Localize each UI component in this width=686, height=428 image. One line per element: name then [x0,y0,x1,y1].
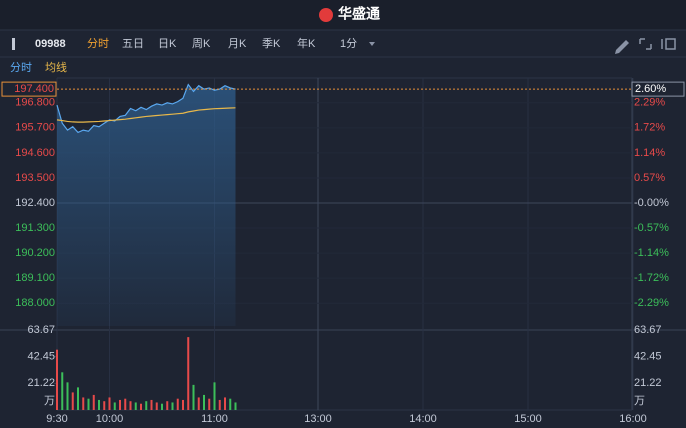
volume-bar [234,402,237,410]
average-line [56,107,236,123]
volume-bar [187,337,190,410]
y-tick-label: 190.200 [15,247,55,259]
last-price-box [1,81,57,97]
y2-tick-label: 21.22 [634,377,662,389]
volume-bar [87,398,90,410]
y2-tick-label: -0.00% [634,197,669,209]
y-tick-label: 194.600 [15,147,55,159]
volume-bar [213,382,216,410]
indicator-label[interactable]: 均线 [45,60,67,74]
y-tick-label: 188.000 [15,297,55,309]
y2-tick-label: 63.67 [634,324,662,336]
last-change-box [631,81,685,97]
logo-icon [319,8,333,22]
volume-bar [161,403,163,410]
y-tick-label: 192.400 [15,197,55,209]
volume-bar [82,397,85,410]
volume-bar [56,349,58,410]
dropdown-arrow [369,42,375,46]
x-tick-label: 10:00 [96,413,124,425]
volume-bar [98,399,100,410]
volume-bar [71,392,74,410]
y-tick-label: 42.45 [27,351,55,363]
unit-label: 万 [634,395,645,407]
y2-tick-label: 1.72% [634,122,665,134]
volume-bar [108,397,111,410]
volume-bar [92,394,95,410]
price-area [57,84,236,326]
volume-bar [229,398,232,410]
volume-bar [119,399,121,410]
y2-tick-label: 0.57% [634,172,665,184]
tab[interactable]: 五日 [122,38,144,50]
volume-bar [176,398,179,410]
volume-bar [224,397,226,410]
volume-bar [155,402,158,410]
volume-bar [140,403,142,410]
tab[interactable]: 季K [262,37,281,50]
volume-bar [145,401,148,410]
y-tick-label: 63.67 [27,324,55,336]
interval-select[interactable]: 1分 [340,37,357,50]
y-tick-label: 195.700 [15,122,55,134]
x-tick-label: 16:00 [619,413,647,425]
volume-bar [129,401,132,410]
volume-bar [124,398,127,410]
volume-bar [77,387,79,410]
volume-bar [134,402,137,410]
volume-bar [218,399,221,410]
tab[interactable]: 日K [158,38,177,50]
header-bar [0,0,686,30]
x-tick-label: 15:00 [514,413,542,425]
y2-tick-label: 42.45 [634,351,662,363]
indicator-label[interactable]: 分时 [10,61,32,74]
volume-bar [203,394,205,410]
y2-tick-label: -0.57% [634,222,669,234]
x-tick-label: 11:00 [201,413,228,425]
y-tick-label: 21.22 [27,377,55,389]
tab[interactable]: 月K [228,38,247,50]
tab[interactable]: 分时 [87,37,109,50]
y-tick-label: 193.500 [15,172,55,184]
volume-bar [171,402,174,410]
volume-bar [61,372,64,410]
draw-icon[interactable] [615,40,629,54]
tab[interactable]: 周K [192,37,211,50]
volume-bar [103,401,106,410]
x-tick-label: 9:30 [46,413,67,425]
volume-bar [192,384,195,410]
volume-bar [150,399,153,410]
last-price-label: 197.400 [14,83,54,95]
layout-icon[interactable] [661,38,676,50]
x-tick-label: 14:00 [409,413,437,425]
y2-tick-label: -1.72% [634,272,669,284]
volume-bar [166,401,169,410]
fit-icon[interactable] [639,38,652,50]
volume-bar [197,397,200,410]
y2-tick-label: -2.29% [634,297,669,309]
y2-tick-label: 2.29% [634,97,665,109]
y2-tick-label: 1.14% [634,147,665,159]
volume-bar [113,402,116,410]
sidebar-toggle[interactable] [12,38,15,50]
stock-code: 09988 [35,38,66,50]
app-title: 华盛通 [338,6,380,22]
y2-tick-label: -1.14% [634,247,669,259]
y-tick-label: 196.800 [15,97,55,109]
y-tick-label: 191.300 [15,222,55,234]
volume-bar [208,398,211,410]
y-tick-label: 189.100 [15,272,55,284]
last-change-label: 2.60% [635,83,666,95]
tab[interactable]: 年K [297,36,316,50]
unit-label: 万 [44,395,55,407]
x-tick-label: 13:00 [304,413,332,425]
volume-bar [182,399,184,410]
volume-bar [66,382,69,410]
